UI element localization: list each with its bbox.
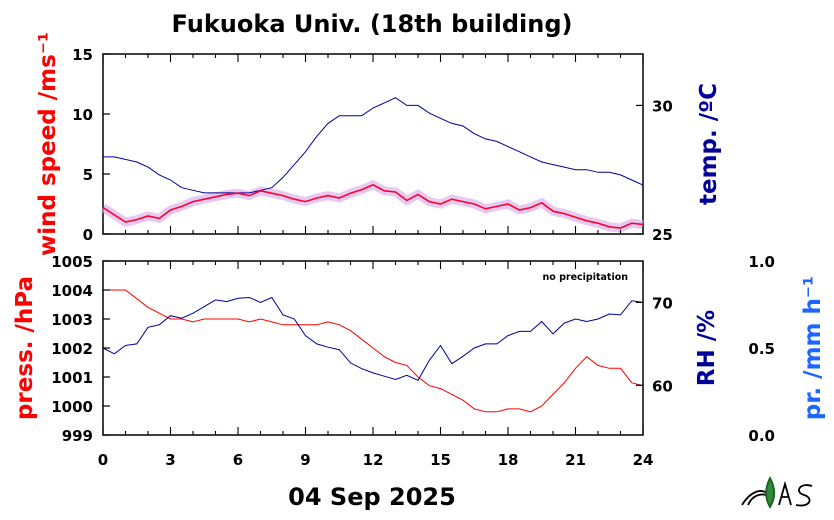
press-tick-label: 999 [62, 427, 93, 445]
wind-temp-panel: 0 5 10 15 25 30 wind speed /ms⁻¹ temp. /ºC [35, 32, 722, 256]
precip-tick-label: 1.0 [748, 253, 775, 271]
precip-tick-label: 0.5 [748, 340, 775, 358]
temp-tick-label: 25 [652, 226, 673, 244]
logo-letter-stroke [778, 480, 792, 506]
press-tick-label: 1000 [51, 398, 93, 416]
rh-tick-label: 60 [652, 377, 673, 395]
wind-axis-ticks: 0 5 10 15 [72, 46, 110, 244]
x-tick-label: 18 [498, 451, 519, 469]
chart-title: Fukuoka Univ. (18th building) [172, 10, 573, 38]
logo-s-stroke [795, 484, 813, 507]
wind-tick-label: 0 [83, 226, 93, 244]
x-tick-label: 21 [565, 451, 586, 469]
temp-tick-label: 30 [652, 97, 673, 115]
temperature-line [103, 97, 644, 194]
press-tick-label: 1004 [51, 282, 93, 300]
wind-speed-line [102, 183, 644, 229]
date-label: 04 Sep 2025 [288, 483, 456, 511]
precip-axis-ticks: 0.0 0.5 1.0 [748, 253, 775, 445]
humidity-line [102, 296, 644, 381]
x-axis-ticks: 0 3 6 9 12 15 18 21 24 [98, 261, 654, 469]
wind-gust-band [100, 179, 644, 233]
temp-axis-ticks: 25 30 [636, 97, 673, 244]
precip-tick-label: 0.0 [748, 427, 775, 445]
precip-axis-label: pr. /mm h⁻¹ [800, 276, 826, 420]
press-axis-ticks: 999 1000 1001 1002 1003 1004 1005 [51, 253, 110, 445]
press-tick-label: 1001 [51, 369, 93, 387]
x-tick-label: 6 [233, 451, 243, 469]
wind-tick-label: 10 [72, 106, 93, 124]
rh-axis-label: RH /% [694, 310, 720, 386]
press-tick-label: 1002 [51, 340, 93, 358]
x-tick-label: 9 [300, 451, 310, 469]
x-tick-label: 15 [430, 451, 451, 469]
wind-tick-label: 5 [83, 166, 93, 184]
pressure-line [103, 289, 644, 413]
x-tick-label: 3 [165, 451, 175, 469]
rh-axis-ticks: 60 70 [636, 294, 673, 395]
leaf-icon [765, 476, 776, 509]
press-tick-label: 1003 [51, 311, 93, 329]
press-axis-label: press. /hPa [12, 276, 38, 420]
university-logo [741, 476, 813, 509]
temp-axis-label: temp. /ºC [696, 83, 722, 205]
wind-axis-label: wind speed /ms⁻¹ [35, 32, 61, 256]
press-rh-panel: no precipitation 999 1000 1001 1002 1003 1004… [12, 253, 826, 469]
top-x-tickmarks [102, 54, 644, 234]
x-tick-label: 24 [633, 451, 654, 469]
rh-tick-label: 70 [652, 294, 673, 312]
x-tick-label: 0 [98, 451, 108, 469]
no-precip-note: no precipitation [542, 272, 628, 283]
x-tick-label: 12 [363, 451, 384, 469]
press-tick-label: 1005 [51, 253, 93, 271]
wind-tick-label: 15 [72, 46, 93, 64]
